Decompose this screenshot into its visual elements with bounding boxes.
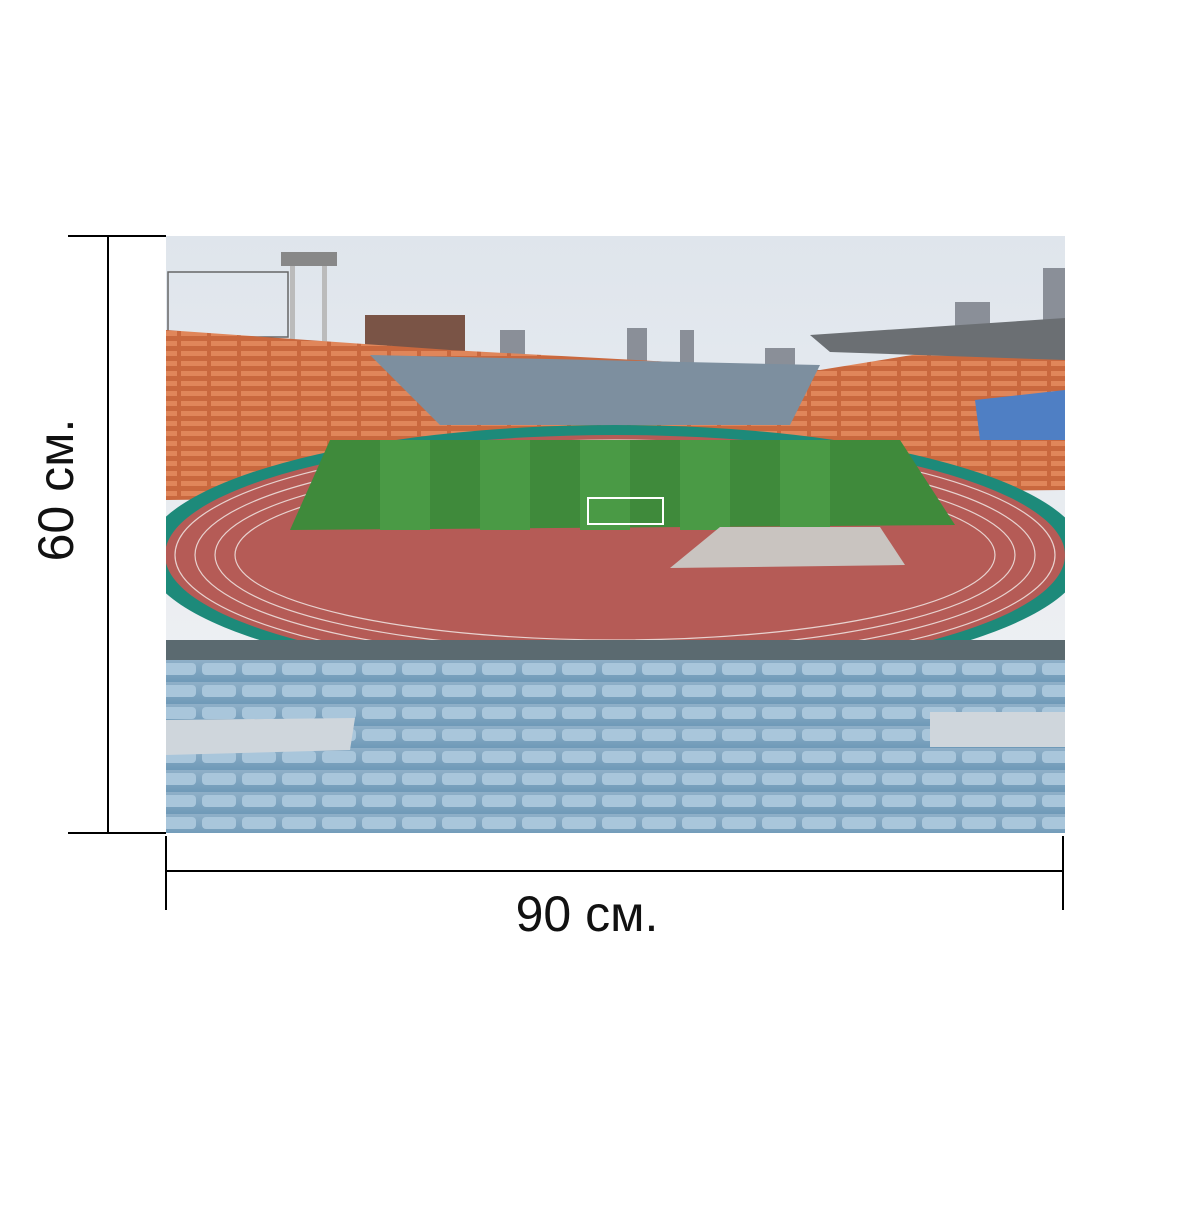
width-label: 90 см. (516, 886, 659, 942)
stadium-photo (166, 236, 1065, 833)
dimension-lines (68, 235, 1064, 910)
height-label: 60 см. (28, 419, 84, 562)
